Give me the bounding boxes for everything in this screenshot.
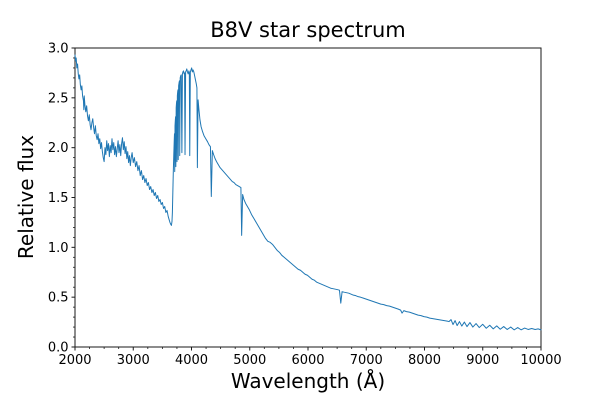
spectrum-line (74, 54, 542, 331)
plot-frame (74, 47, 542, 348)
x-tick-label: 10000 (520, 353, 561, 368)
x-tick-label: 9000 (466, 353, 499, 368)
y-tick-label: 3.0 (48, 42, 69, 57)
x-tick-label: 4000 (175, 353, 208, 368)
axis-minor-ticks (73, 57, 527, 349)
x-tick-label: 8000 (408, 353, 441, 368)
y-tick-label: 2.0 (48, 141, 69, 156)
y-tick-label: 0.0 (48, 341, 69, 356)
y-tick-label: 1.0 (48, 241, 69, 256)
axis-major-ticks (71, 47, 542, 351)
x-tick-label: 2000 (58, 353, 91, 368)
x-tick-label: 5000 (233, 353, 266, 368)
axis-tick-labels: 2000 3000 4000 5000 6000 7000 8000 9000 10000 0.0… (48, 42, 562, 369)
x-tick-label: 7000 (350, 353, 383, 368)
x-axis-label: Wavelength (Å) (231, 369, 385, 393)
y-axis-label: Relative flux (14, 135, 38, 259)
x-tick-label: 6000 (291, 353, 324, 368)
y-tick-label: 1.5 (48, 191, 69, 206)
x-tick-label: 3000 (117, 353, 150, 368)
y-tick-label: 2.5 (48, 91, 69, 106)
y-tick-label: 0.5 (48, 291, 69, 306)
chart-title: B8V star spectrum (210, 18, 406, 42)
